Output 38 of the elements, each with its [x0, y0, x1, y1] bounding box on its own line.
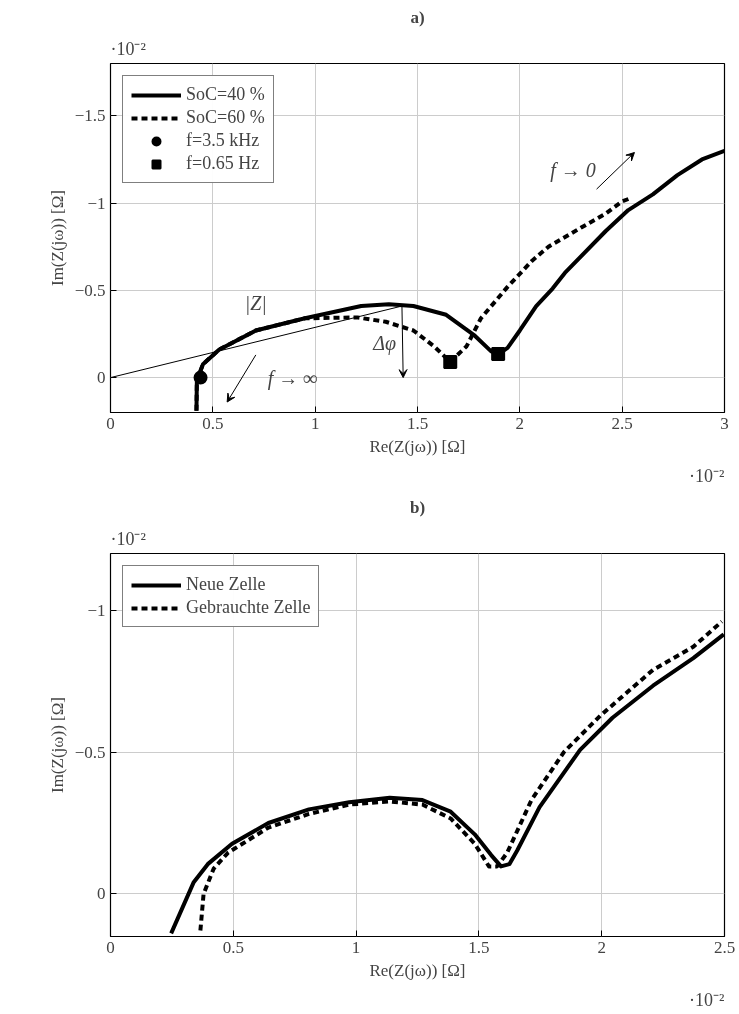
legend-label: f=3.5 kHz: [186, 130, 260, 151]
chart-title: a): [410, 7, 425, 27]
y-tick-label: −1.5: [74, 106, 106, 126]
annotation: Δφ: [372, 331, 397, 355]
annotation: |Z|: [244, 291, 267, 315]
x-tick-label: 2.5: [611, 413, 633, 433]
text: ·10⁻²: [110, 38, 146, 59]
annotation: f → 0: [550, 158, 596, 182]
legend-label: SoC=60 %: [186, 107, 265, 128]
x-axis-title: Re(Z(jω)) [Ω]: [369, 960, 466, 980]
y-axis-title: Im(Z(jω)) [Ω]: [47, 189, 67, 287]
legend-label: SoC=40 %: [186, 84, 265, 105]
y-axis-title: Im(Z(jω)) [Ω]: [47, 696, 67, 794]
text: ·10⁻²: [110, 528, 146, 549]
legend-label: Gebrauchte Zelle: [186, 597, 311, 618]
text: ·10⁻²: [689, 989, 725, 1010]
y-tick-label: 0: [97, 368, 106, 388]
x-tick-label: 0.5: [222, 937, 244, 957]
x-tick-label: 2: [597, 937, 606, 957]
y-tick-label: −1: [87, 193, 106, 213]
x-tick-label: 2.5: [713, 937, 736, 957]
x-tick-label: 1.5: [406, 413, 429, 433]
x-tick-label: 1: [351, 937, 361, 957]
x-tick-label: 1: [310, 413, 320, 433]
y-tick-label: −0.5: [74, 280, 106, 300]
y-tick-label: −1: [87, 600, 106, 620]
x-tick-label: 1.5: [468, 937, 490, 957]
x-tick-label: 3: [720, 413, 729, 433]
x-axis-title: Re(Z(jω)) [Ω]: [369, 436, 466, 456]
legend-label: f=0.65 Hz: [186, 153, 260, 174]
legend-label: Neue Zelle: [186, 574, 266, 595]
y-tick-label: 0: [97, 884, 106, 904]
y-tick-label: −0.5: [74, 742, 106, 762]
annotation: f → ∞: [267, 366, 318, 390]
chart-title: b): [409, 497, 426, 517]
text: ·10⁻²: [689, 465, 725, 486]
x-tick-label: 2: [515, 413, 525, 433]
x-tick-label: 0.5: [202, 413, 224, 433]
